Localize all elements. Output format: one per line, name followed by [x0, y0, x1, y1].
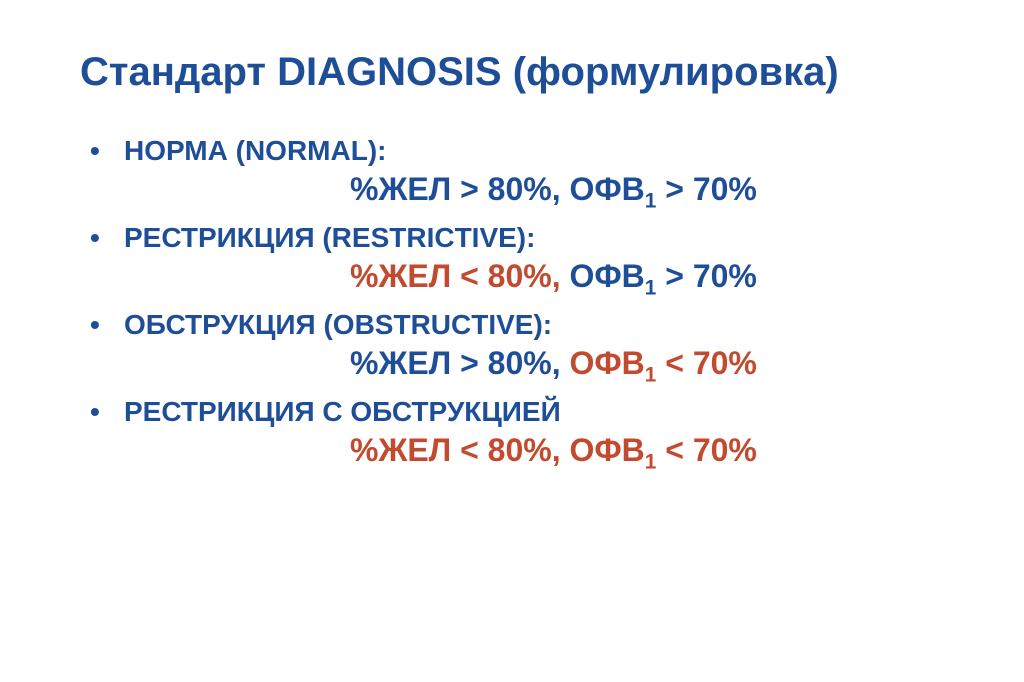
- formula-subscript: 1: [645, 450, 657, 473]
- formula-part: %ЖЕЛ > 80%,: [350, 171, 561, 207]
- formula-part: ОФВ: [561, 171, 645, 207]
- items-list: •НОРМА (NORMAL):%ЖЕЛ > 80%, ОФВ1 > 70%•Р…: [90, 135, 964, 469]
- item-label: РЕСТРИКЦИЯ С ОБСТРУКЦИЕЙ: [124, 396, 561, 428]
- list-item: •НОРМА (NORMAL): %ЖЕЛ > 80%, ОФВ1 > 70%: [90, 135, 964, 208]
- item-formula: %ЖЕЛ > 80%, ОФВ1 < 70%: [90, 345, 964, 382]
- bullet-icon: •: [90, 135, 124, 167]
- formula-part: ОФВ: [561, 432, 645, 468]
- item-label: РЕСТРИКЦИЯ (RESTRICTIVE):: [124, 222, 535, 254]
- list-item: •ОБСТРУКЦИЯ (OBSTRUCTIVE): %ЖЕЛ > 80%, ОФ…: [90, 309, 964, 382]
- formula-subscript: 1: [645, 363, 657, 386]
- item-label: ОБСТРУКЦИЯ (OBSTRUCTIVE):: [124, 309, 552, 341]
- item-label-row: •РЕСТРИКЦИЯ С ОБСТРУКЦИЕЙ: [90, 396, 964, 428]
- formula-part: > 70%: [656, 258, 757, 294]
- item-formula: %ЖЕЛ > 80%, ОФВ1 > 70%: [90, 171, 964, 208]
- item-label-row: •ОБСТРУКЦИЯ (OBSTRUCTIVE):: [90, 309, 964, 341]
- item-label-row: •НОРМА (NORMAL):: [90, 135, 964, 167]
- formula-part: %ЖЕЛ < 80%,: [350, 432, 561, 468]
- formula-part: %ЖЕЛ < 80%,: [350, 258, 561, 294]
- item-formula: %ЖЕЛ < 80%, ОФВ1 > 70%: [90, 258, 964, 295]
- slide-title: Стандарт DIAGNOSIS (формулировка): [80, 50, 964, 95]
- formula-part: ОФВ: [561, 258, 645, 294]
- item-label-row: •РЕСТРИКЦИЯ (RESTRICTIVE):: [90, 222, 964, 254]
- formula-part: < 70%: [656, 345, 757, 381]
- formula-part: < 70%: [656, 432, 757, 468]
- formula-subscript: 1: [645, 276, 657, 299]
- item-label: НОРМА (NORMAL):: [124, 135, 386, 167]
- list-item: •РЕСТРИКЦИЯ (RESTRICTIVE): %ЖЕЛ < 80%, ОФ…: [90, 222, 964, 295]
- formula-part: %ЖЕЛ > 80%,: [350, 345, 561, 381]
- bullet-icon: •: [90, 396, 124, 428]
- bullet-icon: •: [90, 309, 124, 341]
- item-formula: %ЖЕЛ < 80%, ОФВ1 < 70%: [90, 432, 964, 469]
- bullet-icon: •: [90, 222, 124, 254]
- formula-part: ОФВ: [561, 345, 645, 381]
- formula-subscript: 1: [645, 189, 657, 212]
- formula-part: > 70%: [656, 171, 757, 207]
- list-item: •РЕСТРИКЦИЯ С ОБСТРУКЦИЕЙ %ЖЕЛ < 80%, ОФВ…: [90, 396, 964, 469]
- slide: Стандарт DIAGNOSIS (формулировка) •НОРМА…: [0, 0, 1024, 682]
